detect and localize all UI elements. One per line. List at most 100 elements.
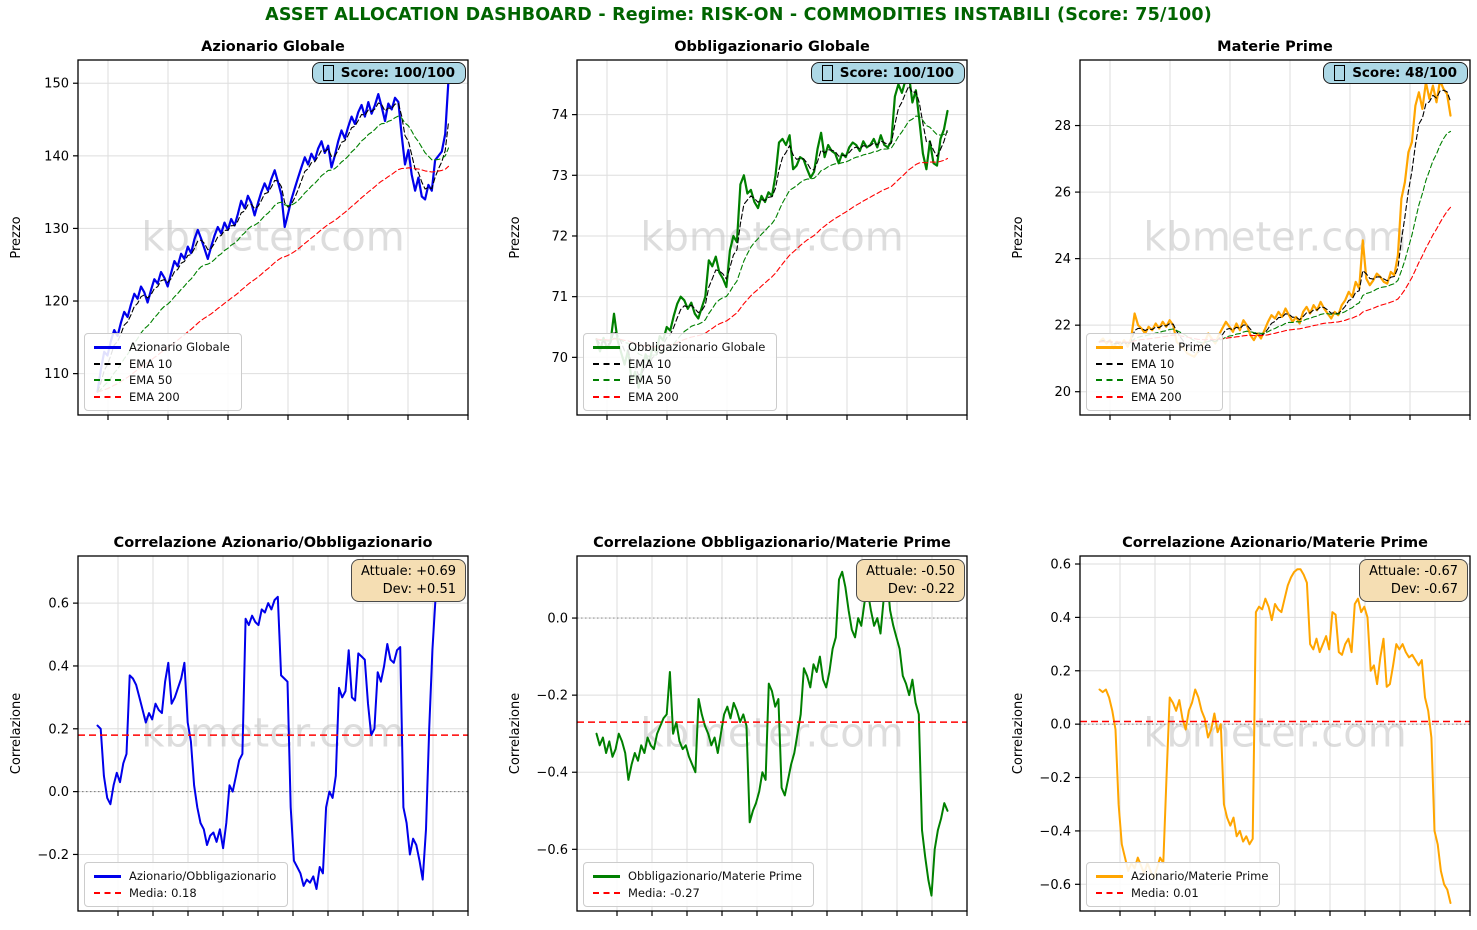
- y-tick-label: 130: [44, 222, 69, 237]
- legend-row: Materie Prime: [1096, 339, 1211, 356]
- chart-canvas: 70 71 72 73 74 kbmeter.com Obbligazionario Glo…: [508, 39, 968, 420]
- legend-label: EMA 50: [129, 373, 173, 387]
- chart-canvas: −0.6−0.4−0.20.00.20.40.6kbmeter.comCorre…: [1011, 535, 1471, 916]
- legend-row: Obbligazionario/Materie Prime: [593, 868, 802, 885]
- plot-border: [1079, 59, 1471, 416]
- series-line: [1098, 130, 1452, 344]
- y-tick-label: −0.2: [1039, 771, 1071, 786]
- chart-title: Correlazione Azionario/Materie Prime: [1122, 535, 1428, 551]
- y-tick-label: 0.0: [1050, 718, 1071, 733]
- legend-row: EMA 200: [94, 389, 230, 406]
- y-tick-label: 110: [44, 367, 69, 382]
- legend-label: Media: 0.18: [129, 885, 197, 900]
- legend-line-sample: [94, 379, 121, 382]
- y-tick-label: −0.6: [1039, 878, 1071, 893]
- y-tick-label: 0.4: [48, 659, 69, 674]
- subplot-azionario-globale: 110 120 130 140 150 kbmeter.com Azionario Glob…: [0, 35, 492, 430]
- score-badge-label: Score: 48/100: [1352, 65, 1457, 81]
- legend: Obbligazionario/Materie Prime Media: -0.2…: [583, 862, 814, 907]
- legend-label: EMA 200: [1131, 389, 1182, 404]
- y-tick-label: 70: [551, 351, 568, 366]
- annotation-dev: Dev: -0.22: [887, 581, 955, 597]
- legend: Materie Prime EMA 10 EMA 50 EMA 200: [1086, 333, 1224, 411]
- y-tick-label: 28: [1054, 119, 1071, 134]
- legend-line-sample: [1096, 874, 1123, 878]
- legend-row: Obbligazionario Globale: [593, 339, 765, 356]
- chart-title: Azionario Globale: [201, 39, 345, 55]
- y-tick-label: 73: [551, 169, 568, 184]
- legend: Obbligazionario Globale EMA 10 EMA 50 EMA 2…: [583, 333, 778, 411]
- y-axis-label: Correlazione: [508, 693, 523, 774]
- y-tick-label: −0.6: [536, 843, 568, 858]
- legend-line-sample: [593, 345, 620, 349]
- target-emoji-tofu-icon: [821, 65, 833, 81]
- chart-canvas: −0.2 0.0 0.2 0.4 0.6 kbmeter.com Correlazione …: [9, 535, 469, 916]
- subplot-materie-prime: 20 22 24 26 28 kbmeter.com Materie Prime Prezzo…: [1002, 35, 1477, 430]
- annotation-attuale: Attuale: +0.69: [360, 564, 456, 579]
- annotation-dev: Dev: -0.67: [1390, 581, 1458, 597]
- series-line: [96, 115, 450, 393]
- watermark-text: kbmeter.com: [640, 711, 903, 757]
- legend-row: EMA 10: [1096, 356, 1211, 373]
- legend-line-sample: [94, 874, 121, 878]
- legend-row: Azionario/Obbligazionario: [94, 868, 276, 885]
- series-line: [1098, 79, 1452, 358]
- legend-row: EMA 50: [593, 372, 765, 389]
- correlation-annotation-box: Attuale: -0.67 Dev: -0.67: [1359, 559, 1468, 602]
- annotation-attuale: Attuale: -0.67: [1369, 564, 1458, 579]
- legend-line-sample: [1096, 362, 1123, 365]
- legend-label: Media: 0.01: [1131, 885, 1199, 900]
- legend-label: EMA 50: [628, 373, 672, 387]
- y-tick-label: 71: [551, 290, 568, 305]
- y-tick-label: −0.4: [536, 766, 568, 781]
- legend: Azionario/Obbligazionario Media: 0.18: [84, 862, 289, 907]
- legend-row: Azionario/Materie Prime: [1096, 868, 1268, 885]
- series-line: [96, 78, 450, 393]
- legend-line-sample: [1096, 891, 1123, 894]
- legend-line-sample: [94, 891, 121, 894]
- series-line: [96, 573, 450, 890]
- series-line: [96, 102, 450, 393]
- legend-label: Obbligazionario/Materie Prime: [628, 869, 802, 883]
- legend-line-sample: [94, 395, 121, 398]
- legend-label: EMA 10: [1131, 356, 1175, 371]
- subplot-obbligazionario-globale: 70 71 72 73 74 kbmeter.com Obbligazionario Glo…: [499, 35, 991, 430]
- subplot-correlazione-azionario-obbligazionario: −0.2 0.0 0.2 0.4 0.6 kbmeter.com Correlazione …: [0, 531, 492, 926]
- legend-row: EMA 200: [1096, 389, 1211, 406]
- y-axis-label: Correlazione: [1011, 693, 1026, 774]
- y-tick-label: 0.6: [48, 597, 69, 612]
- legend-line-sample: [593, 891, 620, 894]
- target-emoji-tofu-icon: [322, 65, 334, 81]
- legend-line-sample: [593, 874, 620, 878]
- plot-border: [77, 59, 469, 416]
- watermark-text: kbmeter.com: [1143, 215, 1406, 261]
- legend-label: Azionario Globale: [129, 340, 230, 354]
- watermark-text: kbmeter.com: [141, 711, 404, 757]
- y-axis-label: Prezzo: [508, 216, 523, 258]
- legend-line-sample: [94, 345, 121, 349]
- y-tick-label: 26: [1054, 186, 1071, 201]
- chart-title: Materie Prime: [1217, 39, 1333, 55]
- y-tick-label: 74: [551, 108, 568, 123]
- legend: Azionario/Materie Prime Media: 0.01: [1086, 862, 1281, 907]
- score-badge: Score: 100/100: [810, 62, 965, 84]
- legend-line-sample: [593, 395, 620, 398]
- y-tick-label: 24: [1054, 252, 1071, 267]
- y-tick-label: 120: [44, 295, 69, 310]
- y-axis-label: Prezzo: [1011, 216, 1026, 258]
- chart-canvas: −0.6 −0.4 −0.2 0.0 kbmeter.com Correlazione O…: [508, 535, 968, 916]
- y-tick-label: 72: [551, 229, 568, 244]
- y-tick-label: 0.2: [1050, 664, 1071, 679]
- correlation-annotation-box: Attuale: -0.50 Dev: -0.22: [856, 559, 965, 602]
- y-tick-label: −0.4: [1039, 824, 1071, 839]
- legend-label: Media: -0.27: [628, 885, 700, 900]
- target-emoji-tofu-icon: [1334, 65, 1346, 81]
- legend-line-sample: [593, 362, 620, 365]
- y-tick-label: 140: [44, 149, 69, 164]
- y-axis-label: Prezzo: [9, 216, 24, 258]
- plot-border: [77, 555, 469, 912]
- correlation-annotation-box: Attuale: +0.69 Dev: +0.51: [350, 559, 466, 602]
- plot-border: [576, 555, 968, 912]
- legend-label: Materie Prime: [1131, 340, 1212, 354]
